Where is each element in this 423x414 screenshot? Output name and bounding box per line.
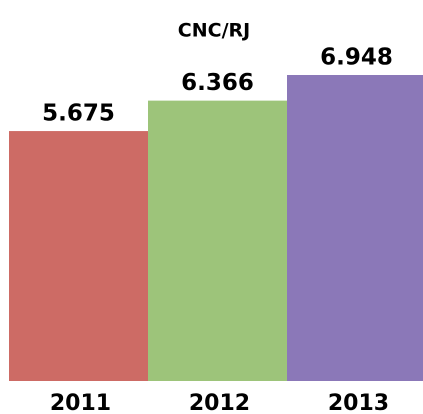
- value-label: 6.366: [181, 70, 254, 96]
- bar: [9, 131, 148, 381]
- value-label: 5.675: [42, 101, 115, 127]
- bar: [148, 100, 287, 381]
- bar: [287, 75, 423, 381]
- value-label: 6.948: [320, 45, 393, 71]
- chart-title: CNC/RJ: [178, 20, 250, 42]
- x-tick-label: 2011: [50, 391, 111, 414]
- x-tick-label: 2013: [328, 391, 389, 414]
- x-tick-label: 2012: [189, 391, 250, 414]
